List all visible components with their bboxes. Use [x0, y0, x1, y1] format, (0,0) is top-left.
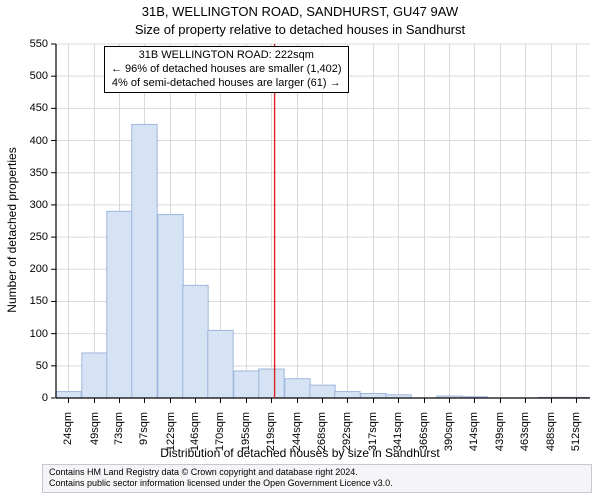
- histogram-plot: [56, 44, 590, 398]
- x-tick-label: 317sqm: [367, 412, 379, 462]
- x-tick-label: 122sqm: [165, 412, 177, 462]
- title-subtitle: Size of property relative to detached ho…: [0, 22, 600, 37]
- y-tick-label: 500: [14, 70, 48, 82]
- x-tick-label: 146sqm: [189, 412, 201, 462]
- y-tick-label: 300: [14, 199, 48, 211]
- x-tick-label: 414sqm: [468, 412, 480, 462]
- y-tick-label: 450: [14, 102, 48, 114]
- marker-annotation: 31B WELLINGTON ROAD: 222sqm← 96% of deta…: [104, 46, 349, 93]
- annotation-line-3: 4% of semi-detached houses are larger (6…: [111, 77, 342, 91]
- x-tick-label: 439sqm: [494, 412, 506, 462]
- x-tick-label: 390sqm: [443, 412, 455, 462]
- x-tick-label: 170sqm: [214, 412, 226, 462]
- y-tick-label: 350: [14, 167, 48, 179]
- x-tick-label: 292sqm: [341, 412, 353, 462]
- footer-line-1: Contains HM Land Registry data © Crown c…: [49, 467, 585, 478]
- footer-line-2: Contains public sector information licen…: [49, 478, 585, 489]
- y-tick-label: 50: [14, 360, 48, 372]
- x-tick-label: 244sqm: [291, 412, 303, 462]
- title-address: 31B, WELLINGTON ROAD, SANDHURST, GU47 9A…: [0, 4, 600, 19]
- y-tick-label: 550: [14, 38, 48, 50]
- y-tick-label: 150: [14, 295, 48, 307]
- x-tick-label: 49sqm: [89, 412, 101, 462]
- annotation-line-1: 31B WELLINGTON ROAD: 222sqm: [111, 49, 342, 63]
- attribution-footer: Contains HM Land Registry data © Crown c…: [42, 464, 592, 493]
- x-tick-label: 366sqm: [418, 412, 430, 462]
- annotation-line-2: ← 96% of detached houses are smaller (1,…: [111, 63, 342, 77]
- y-tick-label: 200: [14, 263, 48, 275]
- x-tick-label: 463sqm: [519, 412, 531, 462]
- x-tick-label: 195sqm: [240, 412, 252, 462]
- x-tick-label: 73sqm: [113, 412, 125, 462]
- histogram-svg: [56, 44, 590, 398]
- x-tick-label: 512sqm: [570, 412, 582, 462]
- y-tick-label: 400: [14, 135, 48, 147]
- x-tick-label: 488sqm: [545, 412, 557, 462]
- y-tick-label: 100: [14, 328, 48, 340]
- x-tick-label: 97sqm: [138, 412, 150, 462]
- x-tick-label: 268sqm: [316, 412, 328, 462]
- y-tick-label: 0: [14, 392, 48, 404]
- x-tick-label: 24sqm: [62, 412, 74, 462]
- y-tick-label: 250: [14, 231, 48, 243]
- x-tick-label: 341sqm: [392, 412, 404, 462]
- x-tick-label: 219sqm: [265, 412, 277, 462]
